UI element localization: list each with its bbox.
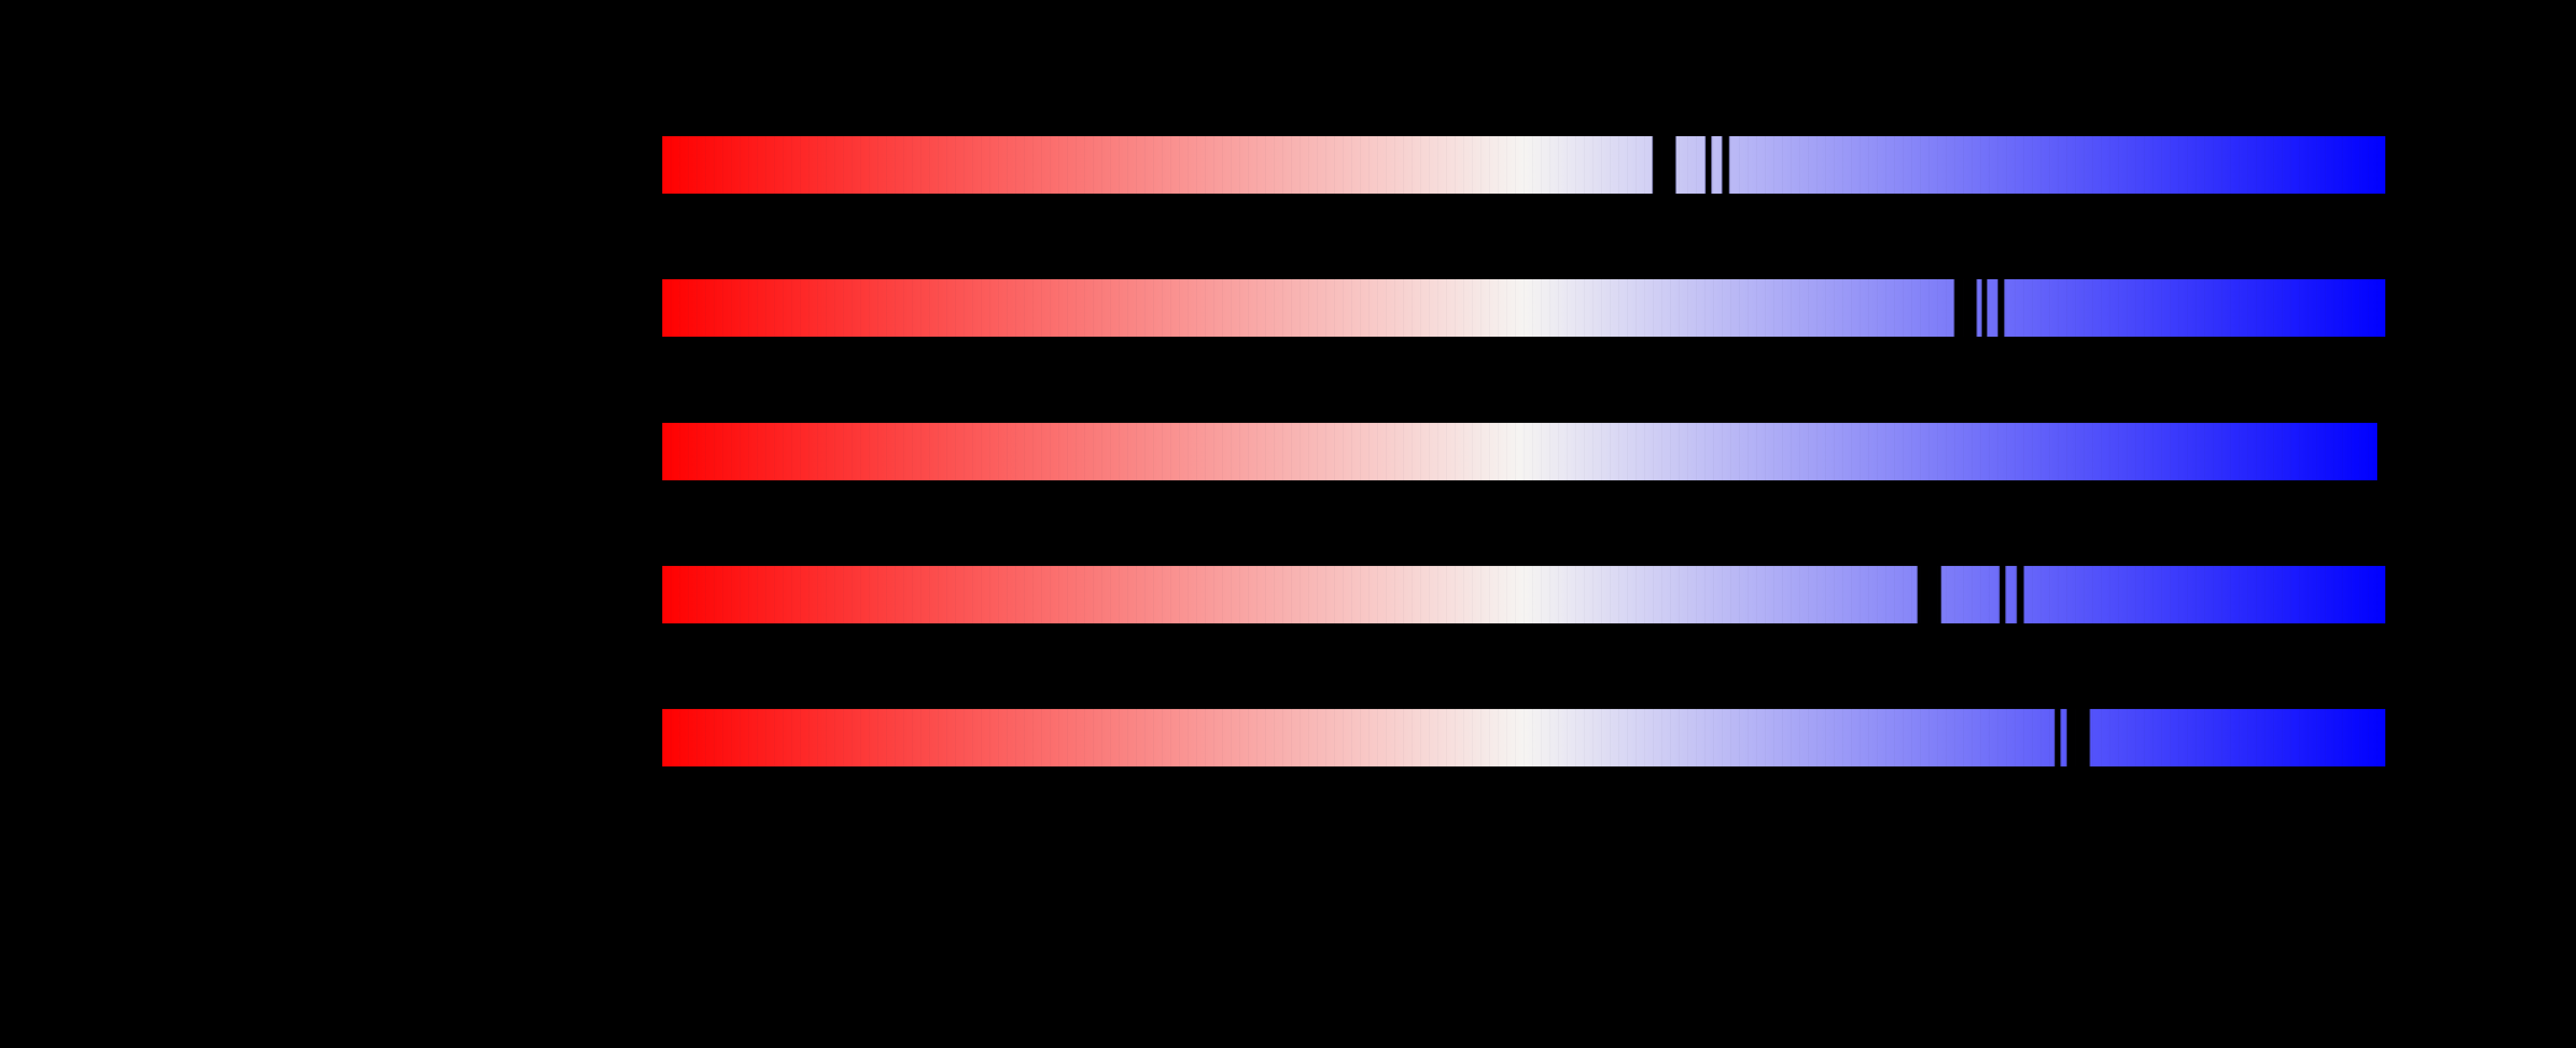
gradient-bar-row-2	[662, 279, 2385, 337]
event-mark	[1918, 566, 1941, 623]
event-mark	[1955, 279, 1976, 337]
event-mark	[2055, 709, 2060, 766]
event-mark	[2000, 566, 2005, 623]
event-mark	[2067, 709, 2090, 766]
event-mark	[1982, 279, 1987, 337]
gradient-bar-row-3	[662, 423, 2377, 480]
gradient-bar-row-1	[662, 136, 2385, 194]
event-mark	[1998, 279, 2004, 337]
gradient-bar-row-5	[662, 709, 2385, 766]
gradient-bar-row-4	[662, 566, 2385, 623]
event-mark	[1653, 136, 1675, 194]
event-mark	[1706, 136, 1711, 194]
event-mark	[1723, 136, 1729, 194]
event-mark	[2017, 566, 2023, 623]
